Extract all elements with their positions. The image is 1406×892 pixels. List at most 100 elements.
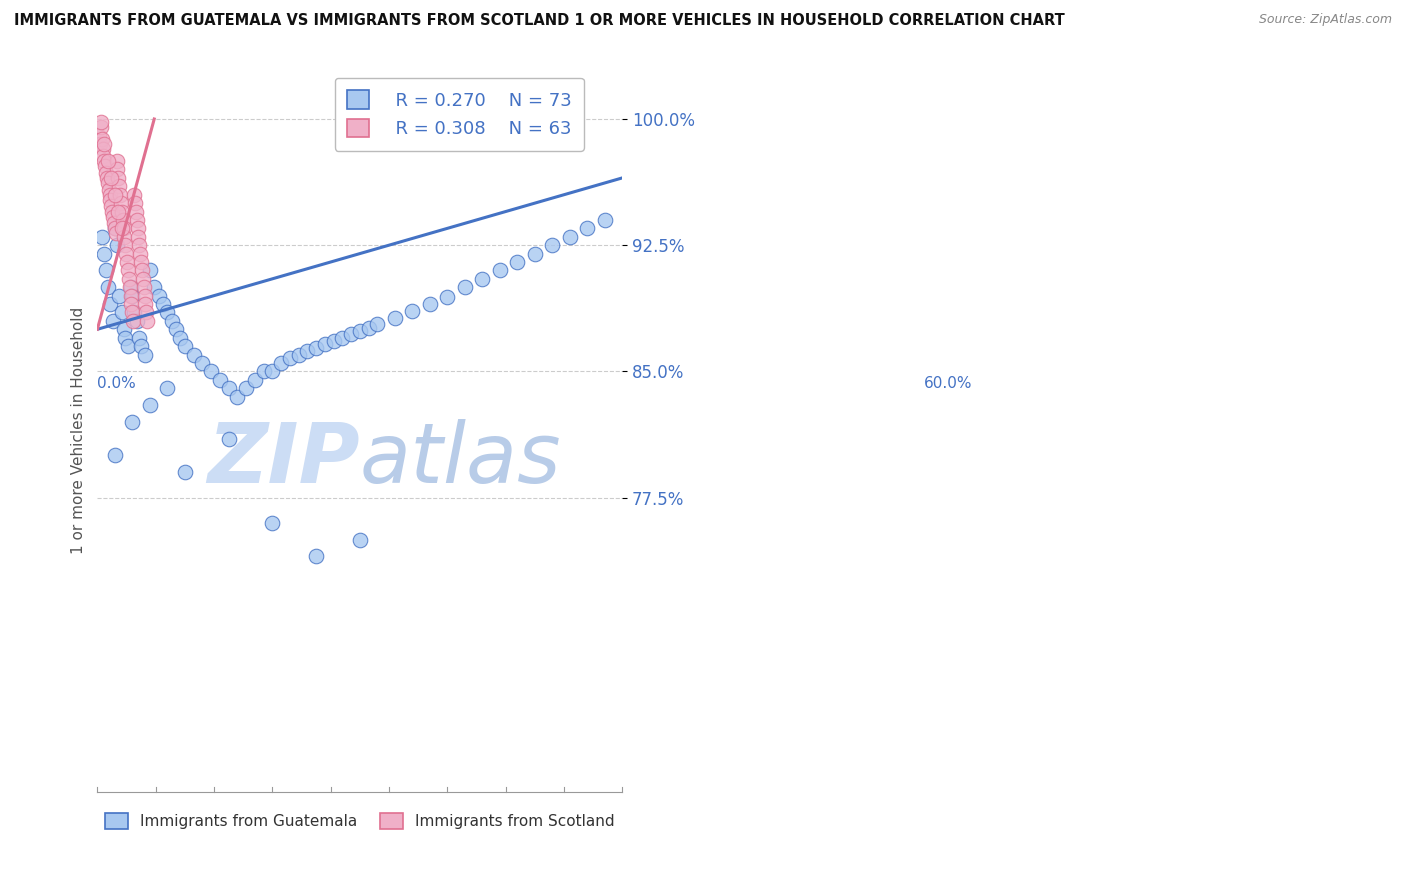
Point: [134, 297, 156, 311]
Point: [90, 229, 112, 244]
Point: [97, 154, 120, 169]
Point: [148, 288, 170, 302]
Point: [104, 227, 127, 241]
Point: [120, 280, 142, 294]
Point: [97, 183, 120, 197]
Point: [139, 398, 162, 412]
Point: [112, 322, 135, 336]
Point: [120, 288, 142, 302]
Point: [121, 415, 143, 429]
Point: [104, 449, 127, 463]
Point: [112, 221, 135, 235]
Point: [101, 204, 124, 219]
Point: [115, 255, 138, 269]
Point: [108, 179, 131, 194]
Point: [122, 187, 145, 202]
Point: [94, 166, 117, 180]
Point: [489, 263, 512, 277]
Point: [125, 213, 148, 227]
Text: Source: ZipAtlas.com: Source: ZipAtlas.com: [1258, 13, 1392, 27]
Point: [135, 305, 157, 319]
Point: [173, 339, 195, 353]
Point: [125, 204, 148, 219]
Point: [384, 310, 406, 325]
Point: [127, 229, 149, 244]
Point: [104, 221, 127, 235]
Point: [169, 331, 191, 345]
Point: [94, 159, 117, 173]
Point: [305, 549, 328, 564]
Point: [114, 331, 136, 345]
Point: [131, 263, 153, 277]
Point: [270, 356, 292, 370]
Point: [105, 154, 128, 169]
Point: [357, 320, 380, 334]
Point: [349, 533, 371, 547]
Point: [118, 272, 141, 286]
Point: [314, 337, 336, 351]
Point: [87, 128, 110, 143]
Point: [111, 221, 134, 235]
Point: [235, 381, 257, 395]
Point: [108, 187, 131, 202]
Point: [96, 170, 118, 185]
Point: [454, 280, 477, 294]
Point: [183, 347, 205, 361]
Point: [191, 356, 214, 370]
Point: [94, 263, 117, 277]
Point: [90, 120, 112, 135]
Point: [129, 339, 152, 353]
Point: [93, 137, 115, 152]
Point: [436, 290, 458, 304]
Point: [243, 373, 266, 387]
Point: [111, 305, 134, 319]
Point: [114, 238, 136, 252]
Legend: Immigrants from Guatemala, Immigrants from Scotland: Immigrants from Guatemala, Immigrants fr…: [98, 806, 621, 835]
Point: [104, 187, 127, 202]
Point: [121, 288, 143, 302]
Point: [122, 305, 145, 319]
Point: [128, 331, 150, 345]
Point: [93, 246, 115, 260]
Point: [93, 154, 115, 169]
Point: [132, 280, 155, 294]
Point: [208, 373, 231, 387]
Point: [100, 199, 122, 213]
Point: [136, 314, 159, 328]
Point: [252, 364, 274, 378]
Text: 60.0%: 60.0%: [924, 376, 973, 391]
Point: [226, 390, 249, 404]
Point: [558, 229, 581, 244]
Point: [419, 297, 441, 311]
Text: 0.0%: 0.0%: [97, 376, 136, 391]
Point: [173, 465, 195, 479]
Point: [104, 221, 127, 235]
Point: [593, 213, 616, 227]
Point: [471, 272, 494, 286]
Point: [114, 229, 136, 244]
Point: [100, 297, 122, 311]
Text: ZIP: ZIP: [207, 418, 360, 500]
Point: [97, 280, 120, 294]
Point: [121, 305, 143, 319]
Text: IMMIGRANTS FROM GUATEMALA VS IMMIGRANTS FROM SCOTLAND 1 OR MORE VEHICLES IN HOUS: IMMIGRANTS FROM GUATEMALA VS IMMIGRANTS …: [14, 13, 1064, 29]
Point: [98, 187, 121, 202]
Point: [128, 238, 150, 252]
Point: [127, 221, 149, 235]
Point: [576, 221, 599, 235]
Point: [90, 132, 112, 146]
Point: [262, 516, 284, 530]
Point: [125, 314, 148, 328]
Point: [103, 216, 125, 230]
Point: [218, 381, 240, 395]
Point: [107, 170, 129, 185]
Point: [156, 381, 179, 395]
Point: [506, 255, 529, 269]
Point: [523, 246, 546, 260]
Point: [349, 324, 371, 338]
Point: [100, 193, 122, 207]
Point: [111, 204, 134, 219]
Point: [100, 170, 122, 185]
Point: [132, 272, 155, 286]
Point: [121, 297, 143, 311]
